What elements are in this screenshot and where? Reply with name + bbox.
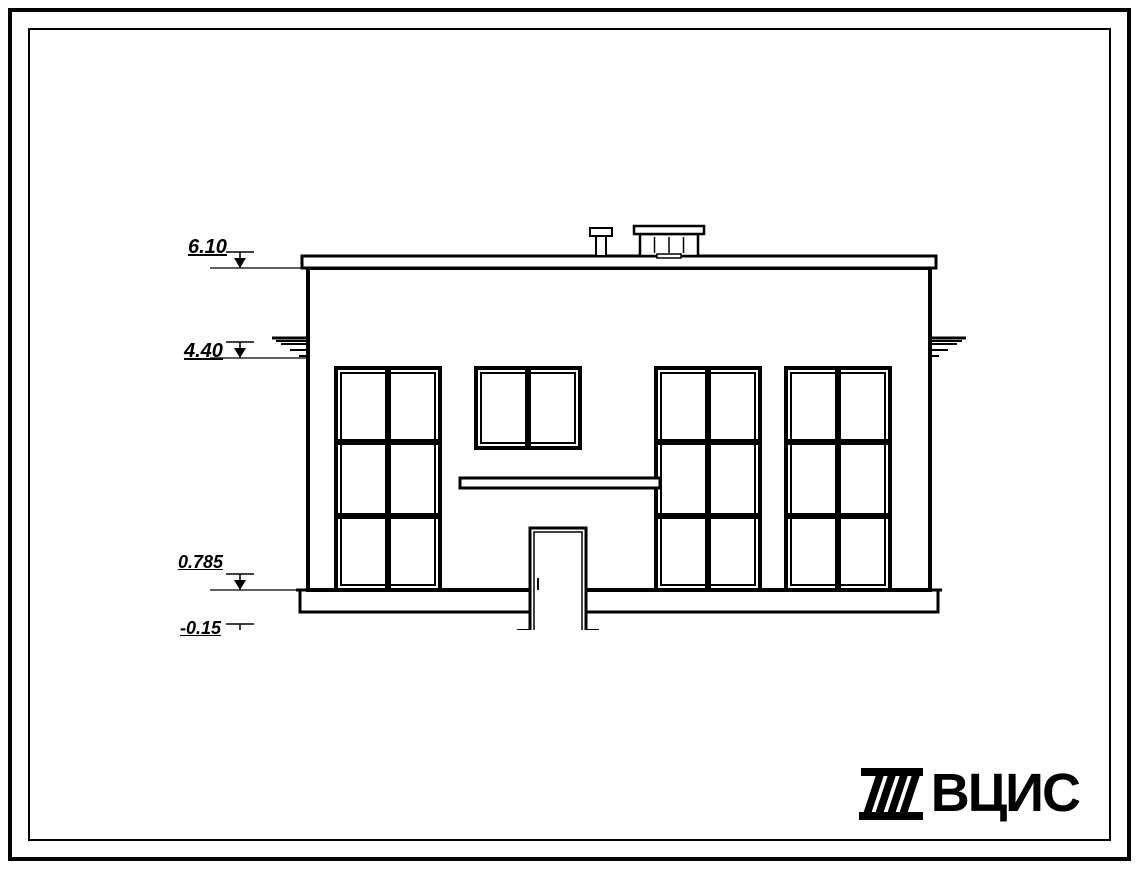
dimension-value: 4.40 (184, 340, 223, 363)
page-container: 6.10 4.40 0.785 -0.15 ВЦИС (0, 0, 1139, 869)
dimension-value: -0.15 (180, 618, 221, 639)
logo-icon (859, 766, 923, 820)
logo: ВЦИС (859, 762, 1079, 824)
dimension-value: 6.10 (188, 236, 227, 259)
logo-text: ВЦИС (931, 762, 1079, 824)
dimension-value: 0.785 (178, 552, 223, 573)
